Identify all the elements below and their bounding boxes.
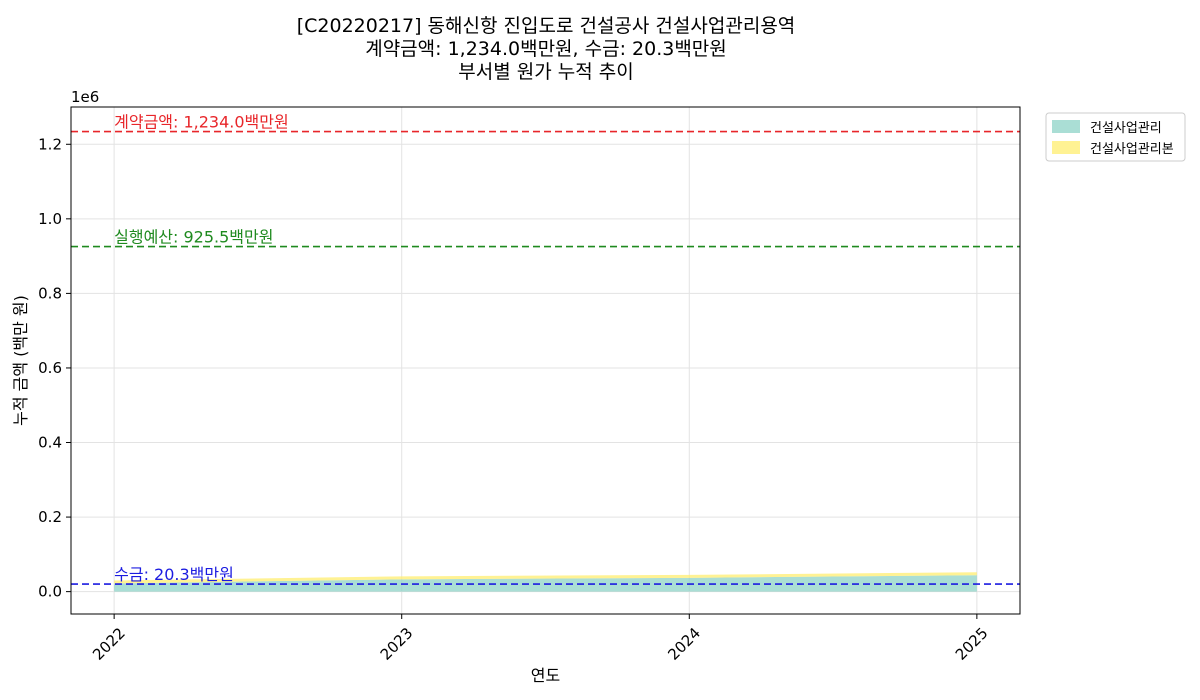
title-line-3: 부서별 원가 누적 추이 (458, 61, 633, 83)
y-tick-label-4: 0.8 (38, 284, 62, 302)
x-axis-ticks: 2022 2023 2024 2025 (89, 614, 992, 664)
y-tick-label-2: 0.4 (38, 434, 62, 452)
area-series (114, 572, 977, 592)
legend-label-1: 건설사업관리본 (1090, 142, 1174, 157)
title-line-2: 계약금액: 1,234.0백만원, 수금: 20.3백만원 (365, 38, 727, 60)
y-axis-offset-text: 1e6 (71, 88, 99, 106)
legend-swatch-1 (1052, 141, 1080, 154)
legend-label-0: 건설사업관리 (1090, 121, 1162, 136)
title-line-1: [C20220217] 동해신항 진입도로 건설공사 건설사업관리용역 (297, 15, 796, 37)
x-tick-label-3: 2025 (952, 624, 992, 664)
x-axis-label: 연도 (531, 666, 560, 685)
reference-line-label-2: 수금: 20.3백만원 (114, 565, 234, 584)
x-tick-label-0: 2022 (89, 624, 129, 664)
y-tick-label-6: 1.2 (38, 135, 62, 153)
legend-box (1045, 112, 1186, 162)
gridlines (71, 107, 1020, 614)
y-tick-label-1: 0.2 (38, 508, 62, 526)
y-tick-label-0: 0.0 (38, 583, 62, 601)
y-axis-ticks: 0.0 0.2 0.4 0.6 0.8 1.0 1.2 (38, 135, 71, 601)
reference-line-label-0: 계약금액: 1,234.0백만원 (114, 113, 289, 132)
y-axis-label: 누적 금액 (백만 원) (11, 295, 30, 426)
chart-title: [C20220217] 동해신항 진입도로 건설공사 건설사업관리용역 계약금액… (297, 15, 796, 83)
y-tick-label-3: 0.6 (38, 359, 62, 377)
area-series-1 (114, 572, 977, 584)
x-tick-label-1: 2023 (377, 624, 417, 664)
plot-frame (70, 106, 1021, 615)
x-tick-label-2: 2024 (664, 624, 704, 664)
legend-swatch-0 (1052, 120, 1080, 133)
y-tick-label-5: 1.0 (38, 210, 62, 228)
reference-line-label-1: 실행예산: 925.5백만원 (114, 228, 273, 247)
